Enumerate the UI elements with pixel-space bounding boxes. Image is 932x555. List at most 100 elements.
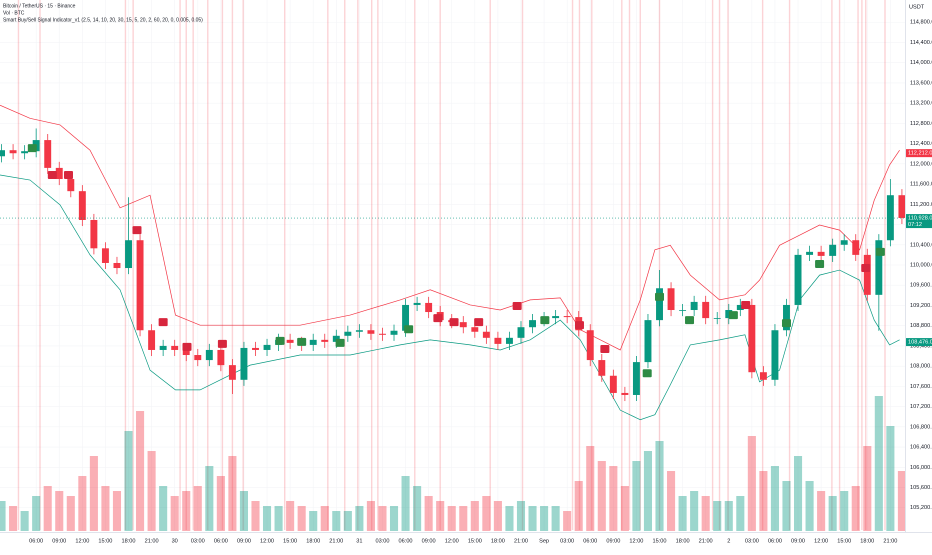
sell-signal <box>449 318 459 327</box>
volume-bar <box>724 501 733 531</box>
volume-bar <box>424 496 433 531</box>
x-tick-label: 12:00 <box>814 538 828 544</box>
volume-bar <box>516 501 526 531</box>
buy-signal <box>540 316 550 325</box>
candle-body <box>471 327 479 332</box>
y-tick-label: 110,400.00 <box>910 242 932 248</box>
candle-body <box>517 327 525 338</box>
candle-body <box>413 302 421 305</box>
volume-bar <box>886 426 895 531</box>
candle-body <box>379 333 386 335</box>
x-tick-label: 12:00 <box>629 538 643 544</box>
volume-bar <box>597 461 606 531</box>
volume-bar <box>136 411 145 531</box>
band-lower <box>0 174 900 421</box>
volume-bar <box>147 451 156 531</box>
candle-body <box>656 288 663 321</box>
x-tick-label: 21:00 <box>514 538 528 544</box>
x-tick-label: 18:00 <box>860 538 874 544</box>
y-tick-label: 112,000.00 <box>910 161 932 167</box>
candle-body <box>563 316 571 318</box>
candle-body <box>725 310 733 319</box>
volume-bar <box>667 471 676 531</box>
volume-bar <box>805 481 814 531</box>
candle-body <box>240 347 248 380</box>
buy-signal <box>685 316 695 325</box>
sell-signal <box>741 300 751 309</box>
volume-bar <box>459 506 468 531</box>
volume-bar <box>355 506 364 531</box>
volume-bar <box>320 506 329 531</box>
candle-body <box>759 372 767 380</box>
buy-signal <box>27 144 37 153</box>
volume-bar <box>436 501 445 531</box>
y-tick-label: 114,000.00 <box>910 60 932 66</box>
chart-title: Bitcoin / TetherUS · 15 · Binance <box>3 3 76 9</box>
candle-body <box>482 331 490 338</box>
volume-bar <box>101 486 110 531</box>
volume-bar <box>782 481 791 531</box>
sell-signal <box>182 342 192 351</box>
x-tick-label: 03:00 <box>191 538 205 544</box>
candle-body <box>101 248 109 263</box>
candle-body <box>321 339 329 342</box>
volume-bar <box>159 486 168 531</box>
sell-signal <box>47 170 57 179</box>
volume-bar <box>505 506 514 531</box>
x-tick-label: 21:00 <box>699 538 713 544</box>
candle-body <box>355 330 363 332</box>
volume-bar <box>309 511 318 531</box>
y-tick-label: 106,400.00 <box>910 445 932 451</box>
volume-bar <box>863 446 872 531</box>
candle-body <box>263 344 271 350</box>
volume-bar <box>586 446 595 531</box>
indicator-label: Vol · BTC <box>3 10 25 16</box>
volume-bar <box>840 491 849 531</box>
x-tick-label: 06:00 <box>399 538 413 544</box>
y-tick-label: 109,600.00 <box>910 283 932 289</box>
candle-body <box>67 179 75 192</box>
candle-body <box>713 318 721 319</box>
candle-body <box>771 330 779 380</box>
candle-body <box>344 331 352 336</box>
y-tick-label: 111,600.00 <box>910 182 932 188</box>
volume-bar <box>620 486 629 531</box>
volume-bar <box>874 396 883 531</box>
axis-layer: 105,200.00 105,600.00 106,000.00 106,400.00… <box>29 20 932 544</box>
x-tick-label: 18:00 <box>306 538 320 544</box>
candle-body <box>182 349 190 356</box>
candle-body <box>286 339 294 343</box>
volume-bar <box>332 511 341 531</box>
volume-bar <box>817 491 826 531</box>
candle-body <box>309 339 317 345</box>
candle-body <box>690 301 698 311</box>
y-tick-label: 106,800.00 <box>910 424 932 430</box>
volume-bar <box>447 506 456 531</box>
x-tick-label: 31 <box>356 538 362 544</box>
candle-body <box>159 345 167 350</box>
x-tick-label: 03:00 <box>745 538 759 544</box>
x-tick-label: 21:00 <box>145 538 159 544</box>
sell-signal <box>600 344 610 353</box>
x-tick-label: Sep <box>539 538 549 544</box>
volume-bar <box>228 456 237 531</box>
y-tick-label: 112,400.00 <box>910 141 932 147</box>
volume-bar <box>124 431 133 531</box>
buy-signal <box>875 247 885 256</box>
volume-bar <box>343 511 352 531</box>
buy-signal <box>297 337 307 346</box>
y-tick-label: 105,600.00 <box>910 485 932 491</box>
candle-body <box>667 288 675 311</box>
volume-bar <box>528 506 537 531</box>
volume-bar <box>563 511 572 531</box>
volume-bar <box>366 501 375 531</box>
x-tick-label: 09:00 <box>606 538 620 544</box>
candle-body <box>125 240 132 269</box>
price-label: 110,928.00 <box>908 216 932 222</box>
x-tick-label: 18:00 <box>491 538 505 544</box>
x-tick-label: 06:00 <box>214 538 228 544</box>
x-tick-label: 15:00 <box>653 538 667 544</box>
sell-signal <box>861 264 871 273</box>
candle-body <box>621 392 629 395</box>
